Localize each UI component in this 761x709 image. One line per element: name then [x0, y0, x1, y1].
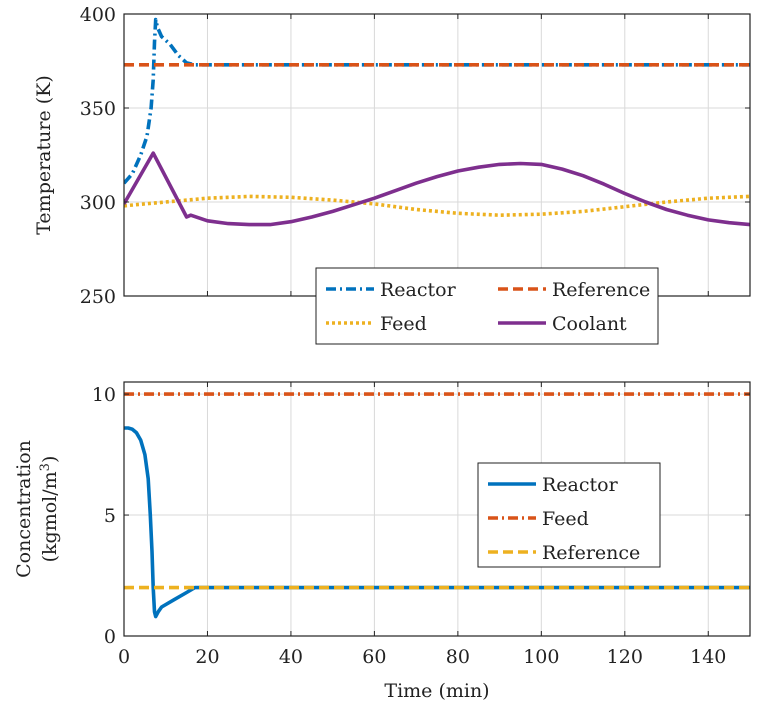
concentration-chart: 0 20 40 60 80 100 120 140 0 5 10 Concentration (kgmo… — [13, 381, 751, 702]
x-tick-label: 120 — [607, 646, 643, 668]
x-tick-label: 20 — [195, 646, 219, 668]
y-tick-label: 10 — [92, 384, 116, 406]
y-axis-label: Concentration — [13, 440, 35, 578]
legend-label-reactor: Reactor — [542, 474, 619, 496]
series-line-reactor — [124, 426, 750, 619]
legend-box — [315, 267, 659, 345]
legend-label-reference: Reference — [552, 279, 650, 301]
plot-area — [124, 14, 750, 296]
legend-label-reactor: Reactor — [380, 279, 457, 301]
legend-label-coolant: Coolant — [552, 313, 627, 335]
y-axis-label: Temperature (K) — [33, 75, 55, 235]
axes-frame — [123, 381, 751, 637]
y-tick-label: 300 — [80, 192, 116, 214]
y-tick-label: 5 — [104, 505, 116, 527]
y-axis-units: (kgmol/m3) — [38, 456, 61, 563]
series-line-feed — [124, 194, 750, 217]
legend-label-feed: Feed — [542, 508, 589, 530]
x-tick-label: 80 — [446, 646, 470, 668]
legend-label-reference: Reference — [542, 542, 640, 564]
series-group — [124, 392, 750, 619]
y-tick-label: 350 — [80, 98, 116, 120]
series-line-reactor — [124, 17, 750, 185]
x-tick-label: 60 — [362, 646, 386, 668]
temperature-chart: 250 300 350 400 Temperature (K) Reactor Refere… — [33, 4, 751, 345]
x-tick-label: 0 — [118, 646, 130, 668]
series-line-coolant — [124, 151, 750, 227]
x-axis-label: Time (min) — [384, 680, 489, 702]
legend: Reactor Feed Reference — [477, 462, 661, 568]
x-tick-label: 100 — [523, 646, 559, 668]
y-tick-label: 250 — [80, 286, 116, 308]
series-group — [124, 17, 750, 227]
y-tick-label: 400 — [80, 4, 116, 26]
y-tick-label: 0 — [104, 626, 116, 648]
x-tick-label: 40 — [279, 646, 303, 668]
legend: Reactor Reference Feed Coolant — [315, 267, 659, 345]
legend-box — [477, 462, 661, 568]
x-tick-label: 140 — [690, 646, 726, 668]
legend-label-feed: Feed — [380, 313, 427, 335]
